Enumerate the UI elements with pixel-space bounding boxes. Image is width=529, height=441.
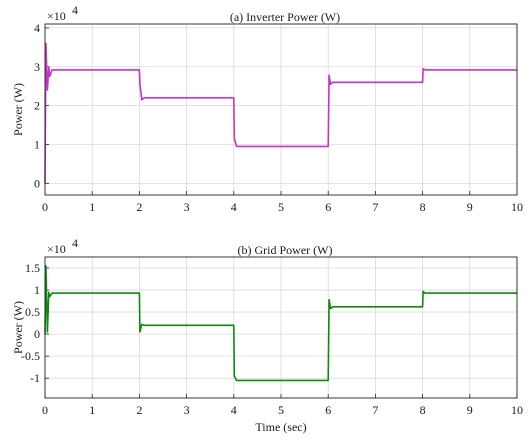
- inverter-x-tick-label: 1: [89, 200, 95, 214]
- inverter-y-tick-label: 0: [34, 176, 40, 190]
- grid-x-tick-label: 10: [511, 403, 523, 417]
- inverter-chart-title: (a) Inverter Power (W): [230, 10, 340, 24]
- grid-y-tick-label: 0: [34, 327, 40, 341]
- grid-x-tick-label: 5: [278, 403, 284, 417]
- inverter-x-tick-label: 7: [372, 200, 378, 214]
- grid-y-axis-label: Power (W): [11, 301, 25, 354]
- inverter-x-tick-label: 0: [42, 200, 48, 214]
- inverter-y-tick-label: 2: [34, 99, 40, 113]
- inverter-x-tick-label: 4: [231, 200, 237, 214]
- inverter-x-tick-label: 8: [420, 200, 426, 214]
- grid-y-tick-label: 0.5: [25, 305, 40, 319]
- grid-y-tick-label: 1.5: [25, 261, 40, 275]
- grid-x-tick-label: 2: [136, 403, 142, 417]
- grid-y-tick-label: 1: [34, 283, 40, 297]
- grid-axes-frame: [44, 256, 518, 399]
- inverter-y-multiplier: ×10: [47, 9, 66, 23]
- grid-x-tick-label: 0: [42, 403, 48, 417]
- inverter-y-tick-label: 1: [34, 137, 40, 151]
- grid-power-panel: 0 1 2 3 4 5 6 7 8 9 10 -1 -0.5 0 0.5 1 1.5 (b) Grid Power…: [11, 236, 523, 434]
- inverter-x-tick-label: 3: [184, 200, 190, 214]
- grid-y-tick-label: -1: [30, 371, 40, 385]
- grid-x-tick-label: 9: [467, 403, 473, 417]
- grid-x-tick-label: 3: [184, 403, 190, 417]
- inverter-x-tick-label: 6: [325, 200, 331, 214]
- inverter-x-tick-label: 10: [511, 200, 523, 214]
- inverter-y-exponent: 4: [72, 3, 78, 17]
- grid-x-tick-label: 8: [420, 403, 426, 417]
- inverter-y-tick-label: 4: [34, 21, 40, 35]
- inverter-y-tick-label: 3: [34, 60, 40, 74]
- grid-x-tick-label: 7: [372, 403, 378, 417]
- grid-x-tick-label: 4: [231, 403, 237, 417]
- inverter-power-panel: 0 1 2 3 4 5 6 7 8 9 10 0 1 2 3 4 (a) Inverter Power (W) ×…: [11, 3, 523, 214]
- grid-y-exponent: 4: [72, 236, 78, 250]
- inverter-power-series-line: [44, 42, 517, 184]
- grid-x-tick-label: 6: [325, 403, 331, 417]
- grid-y-tick-label: -0.5: [21, 349, 40, 363]
- inverter-x-tick-label: 9: [467, 200, 473, 214]
- grid-x-axis-label: Time (sec): [255, 420, 306, 434]
- grid-chart-title: (b) Grid Power (W): [238, 243, 333, 257]
- grid-x-tick-label: 1: [89, 403, 95, 417]
- inverter-y-axis-label: Power (W): [11, 83, 25, 136]
- grid-y-multiplier: ×10: [47, 242, 66, 256]
- inverter-axes-frame: [44, 23, 518, 196]
- grid-power-series-line: [44, 264, 517, 382]
- inverter-x-tick-label: 2: [136, 200, 142, 214]
- inverter-x-tick-label: 5: [278, 200, 284, 214]
